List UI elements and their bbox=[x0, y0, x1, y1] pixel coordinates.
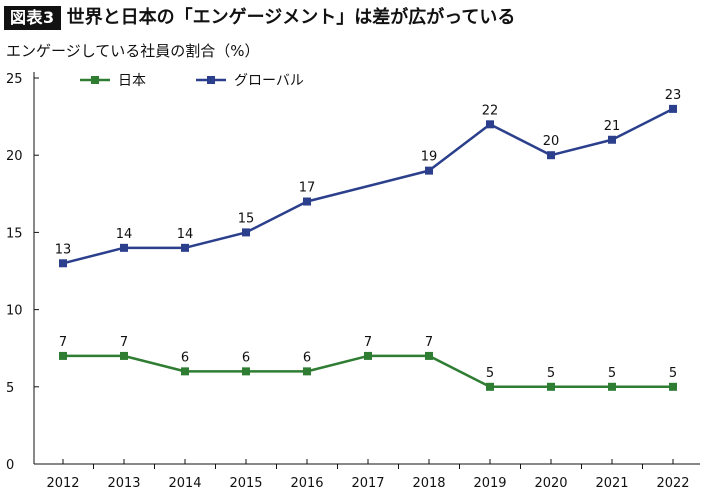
data-point-marker bbox=[59, 259, 67, 268]
data-point-marker bbox=[242, 367, 250, 376]
legend-marker bbox=[207, 76, 215, 84]
y-tick-label: 25 bbox=[6, 72, 23, 87]
data-point-marker bbox=[181, 367, 189, 376]
x-tick-label: 2012 bbox=[46, 476, 79, 491]
series-japan: 7 7 6 6 6 7 7 5 5 5 5 bbox=[59, 335, 677, 391]
data-point-marker bbox=[303, 197, 311, 206]
data-point-marker bbox=[242, 228, 250, 237]
data-label: 5 bbox=[547, 366, 555, 381]
data-point-marker bbox=[59, 351, 67, 360]
y-axis-ticks: 0 5 10 15 20 25 bbox=[6, 72, 39, 473]
x-tick-label: 2017 bbox=[351, 476, 384, 491]
x-tick-label: 2019 bbox=[473, 476, 506, 491]
data-point-marker bbox=[669, 382, 677, 391]
data-label: 22 bbox=[482, 103, 499, 118]
x-tick-label: 2022 bbox=[656, 476, 689, 491]
data-label: 21 bbox=[604, 119, 621, 134]
data-label: 7 bbox=[59, 335, 67, 350]
data-label: 15 bbox=[238, 211, 255, 226]
y-axis-label: エンゲージしている社員の割合（%） bbox=[6, 42, 260, 60]
series-line bbox=[63, 354, 673, 389]
data-label: 7 bbox=[364, 335, 372, 350]
data-point-marker bbox=[486, 120, 494, 129]
data-label: 14 bbox=[177, 227, 194, 242]
data-label: 20 bbox=[543, 134, 560, 149]
data-point-marker bbox=[425, 166, 433, 175]
data-label: 6 bbox=[181, 350, 189, 365]
y-tick-label: 0 bbox=[6, 458, 14, 473]
data-label: 5 bbox=[669, 366, 677, 381]
data-point-marker bbox=[181, 243, 189, 252]
data-label: 7 bbox=[120, 335, 128, 350]
series-global: 13 14 14 15 17 19 22 20 21 23 bbox=[55, 88, 682, 268]
data-label: 6 bbox=[242, 350, 250, 365]
chart-title: 世界と日本の「エンゲージメント」は差が広がっている bbox=[66, 7, 516, 28]
legend: 日本 グローバル bbox=[80, 73, 304, 89]
x-tick-label: 2013 bbox=[107, 476, 140, 491]
legend-label: 日本 bbox=[118, 73, 146, 89]
data-label: 13 bbox=[55, 242, 72, 257]
x-tick-label: 2018 bbox=[412, 476, 445, 491]
data-point-marker bbox=[547, 151, 555, 160]
data-point-marker bbox=[303, 367, 311, 376]
x-tick-label: 2014 bbox=[168, 476, 201, 491]
data-point-marker bbox=[120, 351, 128, 360]
legend-item: 日本 bbox=[80, 73, 146, 89]
data-label: 7 bbox=[425, 335, 433, 350]
data-label: 17 bbox=[299, 181, 316, 196]
data-point-marker bbox=[669, 104, 677, 113]
data-point-marker bbox=[364, 351, 372, 360]
legend-label: グローバル bbox=[234, 73, 304, 89]
data-point-marker bbox=[120, 243, 128, 252]
y-tick-label: 10 bbox=[6, 304, 23, 319]
data-point-marker bbox=[547, 382, 555, 391]
data-label: 6 bbox=[303, 350, 311, 365]
y-tick-label: 5 bbox=[6, 381, 14, 396]
x-tick-label: 2016 bbox=[290, 476, 323, 491]
legend-item: グローバル bbox=[196, 73, 304, 89]
data-label: 23 bbox=[665, 88, 682, 103]
data-point-marker bbox=[425, 351, 433, 360]
y-tick-label: 15 bbox=[6, 226, 23, 241]
y-tick-label: 20 bbox=[6, 149, 23, 164]
data-point-marker bbox=[608, 135, 616, 144]
data-point-marker bbox=[486, 382, 494, 391]
data-label: 19 bbox=[421, 150, 438, 165]
data-label: 5 bbox=[608, 366, 616, 381]
x-tick-label: 2015 bbox=[229, 476, 262, 491]
x-axis-ticks: 2012 2013 2014 2015 2016 2017 2018 2019 2020 2021… bbox=[46, 459, 690, 491]
data-point-marker bbox=[608, 382, 616, 391]
x-tick-label: 2020 bbox=[534, 476, 567, 491]
legend-marker bbox=[91, 76, 99, 84]
figure-number-tag: 図表3 bbox=[4, 6, 61, 30]
series-line bbox=[62, 107, 674, 265]
data-label: 14 bbox=[116, 227, 133, 242]
series-layer: 7 7 6 6 6 7 7 5 5 5 5 13 14 14 15 17 19 22 20 21 23 bbox=[55, 88, 682, 391]
figure-header: 図表3 世界と日本の「エンゲージメント」は差が広がっている bbox=[4, 5, 515, 31]
data-label: 5 bbox=[486, 366, 494, 381]
x-tick-label: 2021 bbox=[595, 476, 628, 491]
